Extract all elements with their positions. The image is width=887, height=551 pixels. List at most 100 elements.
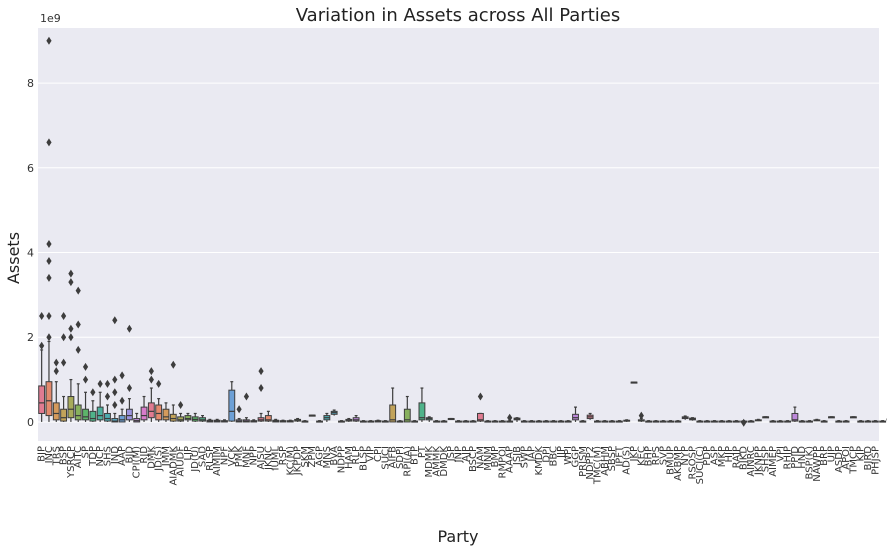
outlier-point — [68, 269, 74, 278]
x-tick-label: IUML — [271, 446, 282, 471]
x-tick-label: PPID — [790, 446, 801, 469]
x-tick-label: BJRD — [863, 446, 874, 471]
y-tick-label: 4 — [27, 247, 34, 260]
outlier-point — [60, 333, 67, 342]
x-tick-label: SKM — [300, 446, 311, 468]
x-tick-label: BSP — [59, 446, 70, 465]
box — [184, 415, 192, 421]
x-tick-label: IND — [110, 446, 121, 464]
x-tick-label: AIFB — [388, 446, 399, 469]
x-tick-label: BBC — [549, 446, 560, 467]
x-tick-label: BSCP — [468, 446, 479, 472]
x-tick-label: BRP — [819, 446, 830, 466]
x-tick-label: AIADMK — [168, 446, 179, 486]
x-tick-label: HND — [797, 446, 808, 469]
x-tick-label: VIP — [366, 446, 377, 462]
box — [96, 406, 104, 421]
outlier-point — [112, 388, 118, 397]
x-tick-label: JKPDP — [293, 446, 304, 476]
x-tick-label: NPF — [219, 446, 230, 466]
outlier-point — [119, 371, 125, 380]
x-tick-label: SUCI — [380, 446, 391, 470]
outlier-point — [258, 384, 264, 393]
x-tick-label: JAP — [527, 446, 538, 463]
x-tick-label: GGP — [571, 446, 582, 468]
outlier-point — [75, 345, 81, 354]
y-tick-label: 0 — [27, 416, 34, 429]
x-tick-label: KJP — [856, 446, 867, 462]
x-tick-label: HAM — [344, 446, 355, 469]
outlier-point — [46, 333, 52, 342]
box — [177, 416, 185, 422]
outlier-point — [104, 392, 111, 401]
outlier-point — [82, 375, 89, 384]
x-tick-label: IPFT — [614, 445, 625, 467]
outlier-point — [46, 273, 52, 282]
outlier-point — [82, 362, 89, 371]
outlier-point — [75, 286, 81, 295]
outlier-point — [112, 400, 118, 409]
x-tick-label: KMDK — [534, 446, 545, 476]
x-tick-label: AD(S) — [622, 446, 633, 475]
boxes — [38, 36, 887, 427]
x-tick-label: RSP — [278, 446, 289, 465]
x-tick-label: PDP — [702, 446, 713, 466]
outlier-point — [60, 312, 67, 321]
x-tick-label: NAWPP — [812, 446, 823, 482]
x-tick-label: RLSP — [205, 446, 216, 471]
x-tick-label: RMPOI — [497, 446, 508, 478]
x-tick-label: JKNC — [263, 446, 274, 471]
outlier-point — [148, 375, 154, 384]
x-tick-label: RAJP — [731, 446, 742, 468]
x-tick-label: PRISM — [578, 446, 589, 477]
x-tick-label: DMDK — [439, 446, 450, 477]
x-tick-label: APOI — [841, 446, 852, 470]
x-tick-label: JMM — [161, 446, 172, 467]
box — [89, 410, 97, 422]
x-tick-label: BHP — [644, 446, 655, 466]
box — [264, 415, 272, 422]
box — [169, 413, 177, 422]
x-tick-label: RHJP — [783, 446, 794, 469]
x-tick-label: BTP — [410, 446, 421, 465]
x-tick-label: JKP — [629, 446, 640, 463]
box — [572, 413, 579, 421]
x-tick-label: SVP — [658, 446, 669, 465]
box — [52, 402, 60, 421]
x-tick-label: LJP — [183, 446, 194, 461]
x-tick-label: SUCI(C) — [695, 446, 706, 484]
x-tick-label: SHSP — [761, 446, 772, 472]
x-tick-label: BJD — [124, 446, 135, 464]
x-tick-label: AMMK — [432, 446, 443, 477]
box — [60, 408, 68, 422]
x-tick-label: JKNPP — [753, 446, 764, 476]
y-axis-label: Assets — [4, 232, 23, 284]
x-tick-label: BMP — [490, 446, 501, 468]
box — [147, 402, 155, 419]
outlier-point — [97, 379, 103, 388]
x-tick-label: MNF — [241, 446, 252, 468]
outlier-point — [68, 278, 74, 287]
x-tick-label: INC — [44, 446, 55, 463]
x-tick-label: PT — [417, 445, 428, 458]
x-tick-label: JJP — [556, 446, 567, 459]
x-tick-label: ZPM — [307, 446, 318, 468]
x-tick-label: DMK — [146, 446, 157, 469]
x-tick-label: AJP — [461, 446, 472, 462]
chart-title: Variation in Assets across All Parties — [296, 5, 620, 26]
x-tick-label: JD(S) — [154, 446, 165, 472]
x-tick-label: TMCP — [848, 446, 859, 475]
outlier-point — [46, 256, 52, 265]
x-tick-label: ABHM — [600, 446, 611, 476]
x-tick-label: SAD — [198, 446, 209, 467]
x-tick-label: AKBMP — [673, 446, 684, 481]
x-tick-label: NCP — [95, 446, 106, 467]
outlier-point — [477, 392, 484, 401]
box — [111, 418, 119, 423]
y-scale-label: 1e9 — [40, 12, 61, 25]
x-tick-label: SBSP — [607, 446, 618, 471]
x-tick-label: NPP — [249, 446, 260, 466]
outlier-point — [178, 400, 184, 409]
outlier-point — [741, 418, 747, 427]
